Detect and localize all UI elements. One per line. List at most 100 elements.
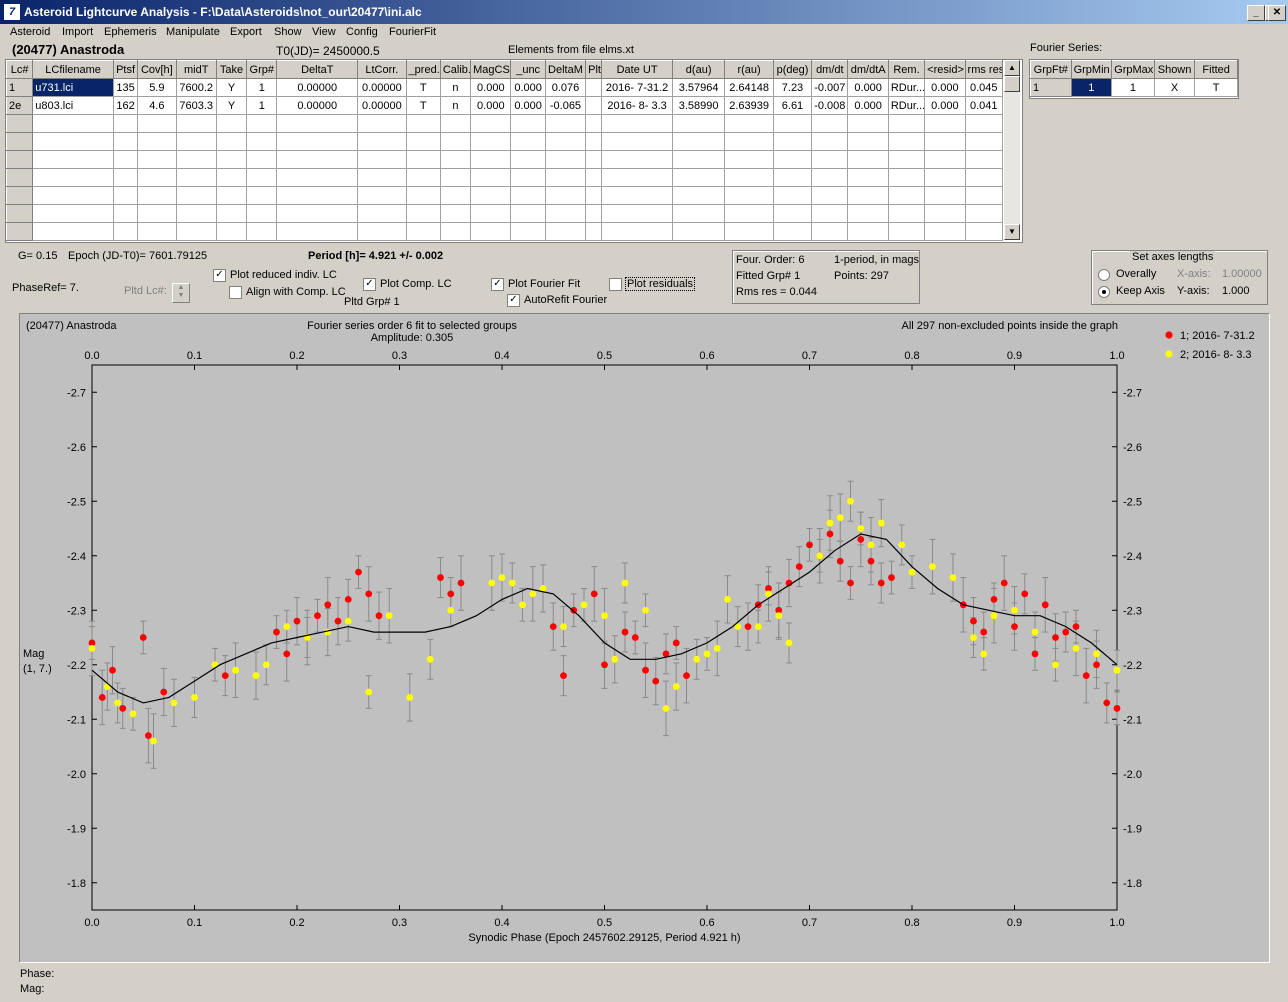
menu-show[interactable]: Show [274,26,302,38]
lc-cell[interactable] [811,132,849,151]
lc-cell[interactable] [175,186,217,205]
lc-cell[interactable] [137,114,177,133]
lc-cell[interactable] [964,186,1004,205]
lc-col-header[interactable]: Take [215,60,248,79]
lc-cell[interactable] [112,186,139,205]
lc-cell[interactable] [215,114,248,133]
lc-col-header[interactable]: <resid> [924,60,966,79]
lc-cell[interactable] [585,186,603,205]
lc-cell[interactable] [724,186,774,205]
lightcurve-plot-panel[interactable]: 0.0 0.0 0.1 0.1 0.2 0.2 0.3 0.3 0.4 0.4 0.5 0.5 0.6 0… [19,313,1270,963]
lc-cell[interactable] [772,204,813,223]
lc-cell[interactable]: 1 [246,78,278,97]
scroll-thumb[interactable] [1004,76,1020,92]
lc-cell[interactable] [215,132,248,151]
lc-cell[interactable] [6,186,34,205]
fs-col-header[interactable]: GrpMax [1111,60,1155,79]
lc-cell[interactable] [601,222,673,241]
lc-cell[interactable] [6,114,34,133]
lc-cell[interactable] [847,186,889,205]
lc-cell[interactable]: -0.007 [811,78,849,97]
lc-cell[interactable] [215,204,248,223]
lc-cell[interactable]: -0.065 [544,96,587,115]
lc-cell[interactable]: 3.57964 [671,78,726,97]
lc-cell[interactable] [405,132,441,151]
lc-col-header[interactable]: Cov[h] [137,60,177,79]
lc-cell[interactable] [470,150,512,169]
lc-cell[interactable] [847,222,889,241]
fs-cell[interactable]: 1 [1111,78,1155,97]
lc-cell[interactable]: 7.23 [772,78,813,97]
lc-cell[interactable] [847,132,889,151]
lightcurve-chart[interactable]: 0.0 0.0 0.1 0.1 0.2 0.2 0.3 0.3 0.4 0.4 0.5 0.5 0.6 0… [20,314,1269,962]
lc-cell[interactable] [439,168,472,187]
lc-cell[interactable] [357,168,407,187]
lc-table-empty-row[interactable] [6,186,1004,205]
lc-cell[interactable] [137,222,177,241]
lc-cell[interactable]: 2e [6,96,34,115]
close-button[interactable]: ✕ [1268,5,1286,21]
lc-cell[interactable] [357,114,407,133]
lc-cell[interactable] [137,168,177,187]
lc-cell[interactable] [924,132,966,151]
lc-cell[interactable]: 0.041 [964,96,1004,115]
lc-cell[interactable] [175,204,217,223]
lc-table-empty-row[interactable] [6,222,1004,241]
lc-cell[interactable] [887,150,926,169]
lc-cell[interactable] [964,132,1004,151]
lc-cell[interactable] [510,186,546,205]
lc-cell[interactable] [671,186,726,205]
lc-cell[interactable]: 0.076 [544,78,587,97]
lc-cell[interactable]: 0.000 [510,78,546,97]
lc-cell[interactable] [544,204,587,223]
autorefit-checkbox[interactable]: ✓ [507,294,520,307]
lc-cell[interactable] [585,168,603,187]
lc-cell[interactable] [137,150,177,169]
lc-cell[interactable] [585,150,603,169]
lc-cell[interactable] [510,168,546,187]
lc-cell[interactable] [601,114,673,133]
lc-cell[interactable]: RDur... [887,78,926,97]
fs-col-header[interactable]: Fitted [1194,60,1238,79]
lc-col-header[interactable]: p(deg) [772,60,813,79]
lc-cell[interactable] [32,204,114,223]
pltd-lc-spinner[interactable]: ▲ ▼ [172,283,190,303]
lc-cell[interactable]: u731.lci [32,78,114,97]
overall-radio[interactable] [1098,269,1110,281]
lc-cell[interactable] [357,186,407,205]
lc-col-header[interactable]: DeltaT [276,60,359,79]
lc-col-header[interactable]: dm/dt [811,60,849,79]
lc-cell[interactable] [215,186,248,205]
lc-cell[interactable] [470,132,512,151]
lc-cell[interactable] [887,114,926,133]
lc-cell[interactable] [724,150,774,169]
lc-cell[interactable] [137,186,177,205]
lc-cell[interactable] [246,132,278,151]
lc-cell[interactable] [405,114,441,133]
lc-cell[interactable]: Y [215,96,248,115]
lc-col-header[interactable]: MagCS [470,60,512,79]
lc-cell[interactable]: 1 [6,78,34,97]
lc-cell[interactable] [215,150,248,169]
menu-import[interactable]: Import [62,26,94,38]
lc-cell[interactable] [246,222,278,241]
lc-cell[interactable]: RDur... [887,96,926,115]
lc-cell[interactable] [32,222,114,241]
lc-cell[interactable]: Y [215,78,248,97]
lc-cell[interactable] [887,222,926,241]
lc-cell[interactable]: 6.61 [772,96,813,115]
lc-cell[interactable]: n [439,96,472,115]
menu-export[interactable]: Export [230,26,262,38]
lc-cell[interactable] [585,132,603,151]
lc-col-header[interactable]: midT [175,60,217,79]
lc-cell[interactable] [544,132,587,151]
lc-cell[interactable] [510,150,546,169]
lc-cell[interactable] [601,204,673,223]
lc-cell[interactable] [112,222,139,241]
lc-cell[interactable] [439,132,472,151]
lc-cell[interactable]: 162 [112,96,139,115]
lc-cell[interactable] [544,186,587,205]
lc-cell[interactable] [276,222,359,241]
